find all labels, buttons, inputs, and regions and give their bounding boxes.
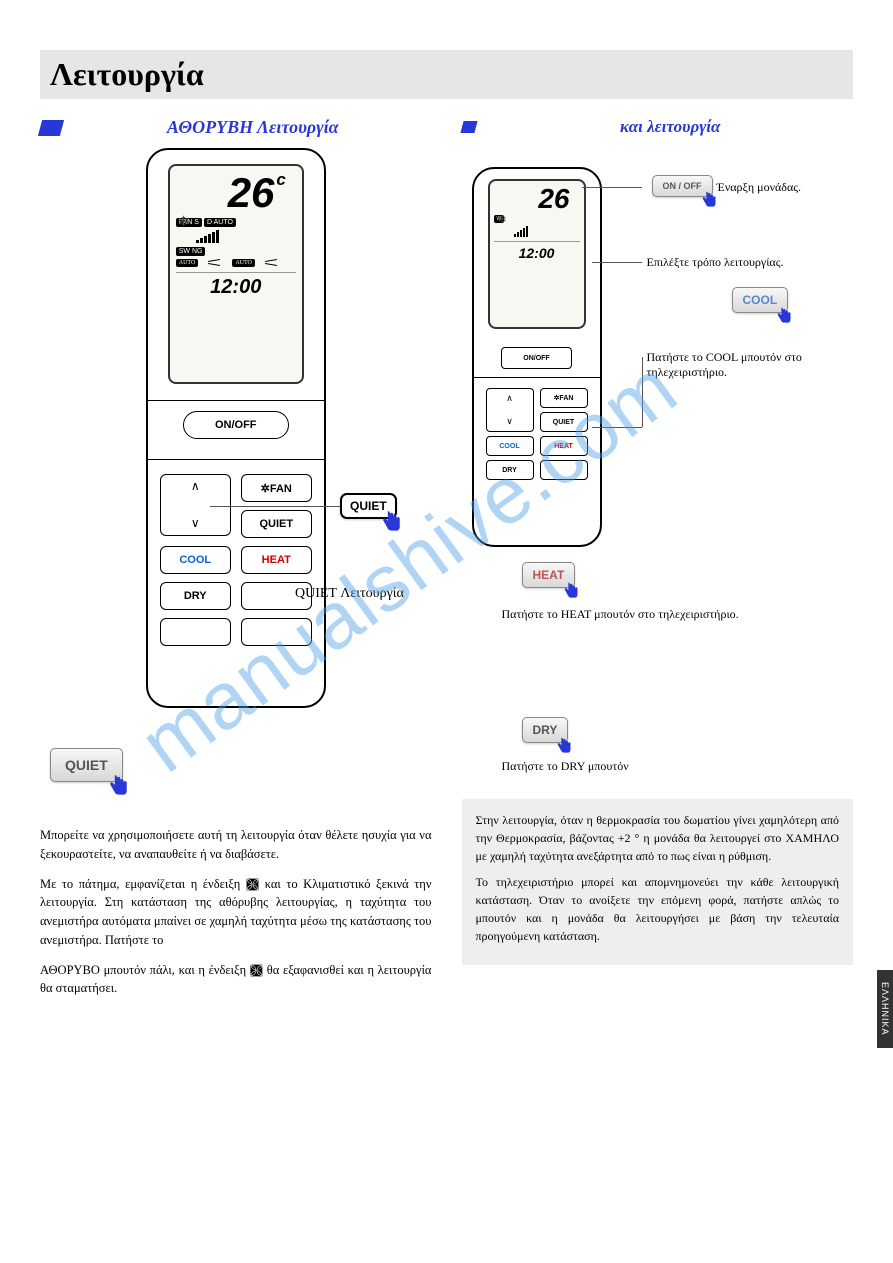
dry-button[interactable]: DRY bbox=[160, 582, 231, 610]
clock-display-small: 12:00 bbox=[494, 241, 580, 261]
onoff-button[interactable]: ON/OFF bbox=[183, 411, 289, 439]
hand-icon bbox=[560, 581, 580, 601]
fan-speed-bars bbox=[514, 226, 580, 237]
hand-icon bbox=[104, 773, 130, 799]
left-body-text: Μπορείτε να χρησιμοποιήσετε αυτή τη λειτ… bbox=[40, 826, 432, 998]
snowflake-icon: ❄ bbox=[178, 214, 190, 231]
leader-line bbox=[582, 187, 642, 188]
quiet-button[interactable]: QUIET bbox=[241, 510, 312, 538]
left-heading: ΑΘΟΡΥΒΗ Λειτουργία bbox=[74, 117, 432, 138]
language-tab: ΕΛΛΗΝΙΚΑ bbox=[877, 970, 893, 1048]
snowflake-icon: ❄ bbox=[498, 213, 507, 226]
info-box: Στην λειτουργία, όταν η θερμοκρασία του … bbox=[462, 799, 854, 965]
dry-text: Πατήστε το DRY μπουτόν bbox=[502, 759, 629, 774]
fan-speed-bars bbox=[196, 230, 296, 243]
leaf-icon: 🙫 bbox=[246, 875, 259, 895]
arrow-up-icon: ∧ bbox=[161, 479, 230, 494]
cool-callout: COOL bbox=[732, 287, 789, 313]
dry-callout: DRY bbox=[522, 717, 569, 743]
callout-select-mode: Επιλέξτε τρόπο λειτουργίας. bbox=[647, 255, 784, 270]
heat-text: Πατήστε το HEAT μπουτόν στο τηλεχειριστή… bbox=[502, 607, 822, 622]
hand-icon bbox=[377, 509, 403, 535]
swing-icon bbox=[265, 258, 279, 268]
arrow-down-icon: ∨ bbox=[161, 516, 230, 531]
callout-press-cool: Πατήστε το COOL μπουτόν στο τηλεχειριστή… bbox=[647, 350, 837, 380]
heat-callout: HEAT bbox=[522, 562, 576, 588]
heading-bullet-icon bbox=[460, 121, 477, 133]
temperature-display-small: 26 bbox=[494, 185, 580, 213]
blank-button-small[interactable] bbox=[540, 460, 588, 480]
page-title-bar: Λειτουργία bbox=[40, 50, 853, 99]
quiet-button-callout: QUIET bbox=[50, 748, 123, 782]
quiet-callout-button: QUIET bbox=[340, 493, 397, 519]
leader-line bbox=[642, 357, 643, 427]
temp-arrows[interactable]: ∧ ∨ bbox=[160, 474, 231, 536]
fan-button[interactable]: ✲FAN bbox=[241, 474, 312, 502]
quiet-function-label: QUIET Λειτουργία bbox=[295, 586, 404, 602]
lcd-screen-small: 26 ❄ W 12:00 bbox=[488, 179, 586, 329]
leader-line bbox=[592, 427, 642, 428]
arrow-up-icon: ∧ bbox=[487, 393, 533, 404]
cool-button[interactable]: COOL bbox=[160, 546, 231, 574]
leader-line bbox=[210, 506, 340, 507]
callout-start-unit: Έναρξη μονάδας. bbox=[717, 180, 802, 195]
temp-arrows-small[interactable]: ∧ ∨ bbox=[486, 388, 534, 432]
heat-button[interactable]: HEAT bbox=[241, 546, 312, 574]
swing-icon bbox=[208, 258, 222, 268]
right-section-header: και λειτουργία bbox=[462, 117, 854, 137]
arrow-down-icon: ∨ bbox=[487, 416, 533, 427]
dry-button-small[interactable]: DRY bbox=[486, 460, 534, 480]
quiet-button-small[interactable]: QUIET bbox=[540, 412, 588, 432]
leaf-icon: 🙫 bbox=[250, 961, 263, 981]
heat-button-small[interactable]: HEAT bbox=[540, 436, 588, 456]
onoff-callout: ON / OFF bbox=[652, 175, 713, 197]
remote-small: 26 ❄ W 12:00 ON/OFF ∧ bbox=[472, 167, 602, 547]
leader-line bbox=[592, 262, 642, 263]
hand-icon bbox=[553, 736, 573, 756]
hand-icon bbox=[698, 190, 718, 210]
blank-button-2[interactable] bbox=[160, 618, 231, 646]
lcd-screen: 26c ❄ FAN SD AUTO SW NG AUTO AUTO bbox=[168, 164, 304, 384]
page-title: Λειτουργία bbox=[50, 56, 843, 93]
remote-large: 26c ❄ FAN SD AUTO SW NG AUTO AUTO bbox=[146, 148, 326, 708]
cool-button-small[interactable]: COOL bbox=[486, 436, 534, 456]
temperature-display: 26c bbox=[176, 172, 296, 214]
right-heading: και λειτουργία bbox=[488, 117, 854, 137]
hand-icon bbox=[773, 306, 793, 326]
blank-button-3[interactable] bbox=[241, 618, 312, 646]
left-section-header: ΑΘΟΡΥΒΗ Λειτουργία bbox=[40, 117, 432, 138]
fan-button-small[interactable]: ✲FAN bbox=[540, 388, 588, 408]
clock-display: 12:00 bbox=[176, 272, 296, 299]
onoff-button-small[interactable]: ON/OFF bbox=[501, 347, 572, 369]
heading-bullet-icon bbox=[38, 120, 64, 136]
